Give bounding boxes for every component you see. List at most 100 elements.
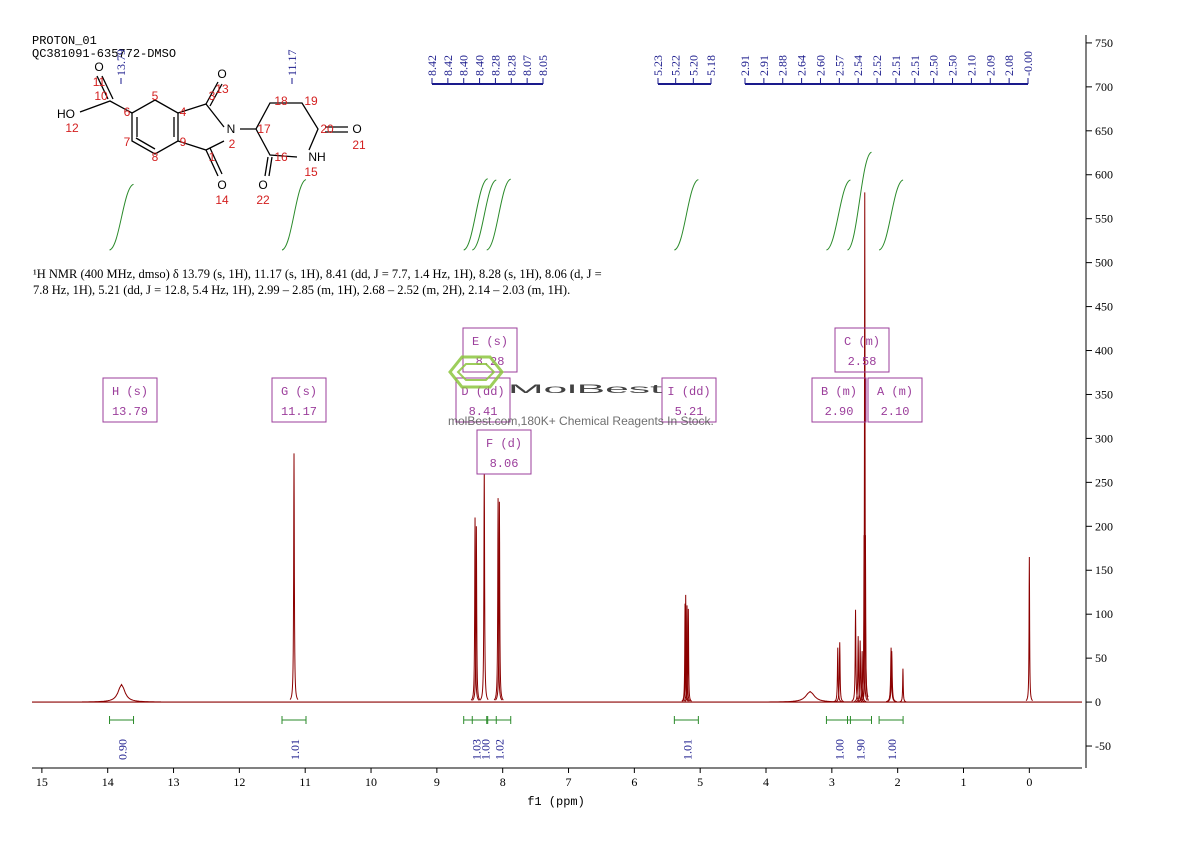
peak-label: 2.60 [813,55,827,76]
peak [833,647,842,703]
multiplet-shift: 2.58 [848,355,877,369]
atom-number: 21 [352,138,366,152]
peak-label: 2.54 [851,55,865,76]
y-tick-label: 350 [1095,387,1113,401]
atom-number: 17 [257,122,271,136]
integral-label: 1.00 [885,739,899,760]
integral-curve [109,183,134,251]
atom-number: 7 [124,135,131,149]
atom-number: 11 [93,75,106,89]
integral-curve [471,179,497,251]
peak [1025,557,1033,702]
peak [493,498,503,701]
x-tick-label: 4 [763,775,769,789]
peak [479,466,489,701]
atom-number: 15 [304,165,318,179]
peak-label: 2.51 [908,55,922,76]
atom-label: NH [308,150,325,164]
peak [835,642,844,702]
peak [495,501,504,701]
peak [854,636,863,702]
plot-area: 15 14 13 12 11 10 9 8 7 6 5 4 3 2 1 0-50050100150200250… [32,35,1113,789]
atom-label: O [217,67,226,81]
multiplet-shift: 11.17 [281,405,317,419]
peak-label: 2.91 [738,55,752,76]
atom-number: 16 [274,150,288,164]
atom-label: N [227,122,236,136]
peak [899,668,907,703]
multiplet-box [867,377,923,423]
integral-curve [826,179,851,251]
peak-label: -0.00 [1021,51,1035,76]
watermark-logo: MolBest [508,382,664,396]
multiplet-box [811,377,867,423]
atom-number: 2 [229,137,236,151]
integral-label: 1.02 [493,739,507,760]
x-tick-label: 7 [566,775,572,789]
multiplet-box [661,377,717,423]
peak-label: 5.23 [651,55,665,76]
multiplet-box [834,327,890,373]
peak-label: 2.51 [889,55,903,76]
peak-label: 2.50 [927,55,941,76]
y-tick-label: 450 [1095,300,1113,314]
y-tick-label: 100 [1095,607,1113,621]
nmr-description: ¹H NMR (400 MHz, dmso) δ 13.79 (s, 1H), … [33,267,602,297]
integral-label: 1.90 [853,739,867,760]
multiplet-shift: 2.90 [825,405,854,419]
atom-number: 18 [274,94,288,108]
x-tick-label: 13 [168,775,180,789]
integral-curve [486,178,512,251]
multiplet-label: A (m) [877,385,913,399]
multiplet-label: G (s) [281,385,317,399]
multiplet-shift: 8.41 [469,405,498,419]
integral-label: 1.03 [470,739,484,760]
multiplet-shift: 2.10 [881,405,910,419]
y-tick-label: -50 [1095,739,1111,753]
atom-number: 13 [215,82,229,96]
x-tick-label: 5 [697,775,703,789]
multiplet-label: C (m) [844,335,880,349]
peak-label: 8.40 [473,55,487,76]
peak [861,535,870,701]
atom-label: O [258,178,267,192]
atom-number: 5 [152,89,159,103]
integral-curve [878,179,904,251]
x-tick-label: 14 [102,775,114,789]
integral-label: 1.00 [478,739,492,760]
y-tick-label: 700 [1095,80,1113,94]
molecule-bonds [79,75,348,177]
peak-label: 8.07 [520,55,534,76]
multiplet-box [455,377,511,423]
multiplet-box [102,377,158,423]
peak [472,526,481,701]
peak-label: 5.20 [686,55,700,76]
multiplet-label: B (m) [821,385,857,399]
watermark: MolBest molBest.com,180K+ Chemical Reage… [448,355,714,428]
atom-label: HO [57,107,75,121]
multiplet-label: E (s) [472,335,508,349]
peak-label: 2.64 [795,55,809,76]
x-tick-label: 15 [36,775,48,789]
multiplet-label: I (dd) [667,385,710,399]
atom-number: 19 [304,94,318,108]
x-tick-label: 9 [434,775,440,789]
atom-label: O [217,178,226,192]
y-tick-label: 150 [1095,563,1113,577]
peak [760,690,860,703]
peak-label: 2.10 [964,55,978,76]
multiplet-shift: 8.06 [490,457,519,471]
integral-curve [281,179,307,251]
atom-number: 6 [124,105,131,119]
x-tick-label: 3 [829,775,835,789]
atom-number: 4 [180,105,187,119]
y-tick-label: 750 [1095,36,1113,50]
y-tick-label: 200 [1095,519,1113,533]
integral-curve [463,178,488,251]
peak [289,453,299,700]
multiplet-box [476,429,532,475]
y-tick-label: 400 [1095,344,1113,358]
peak-label: 8.42 [425,55,439,76]
peak-label: 2.91 [757,55,771,76]
